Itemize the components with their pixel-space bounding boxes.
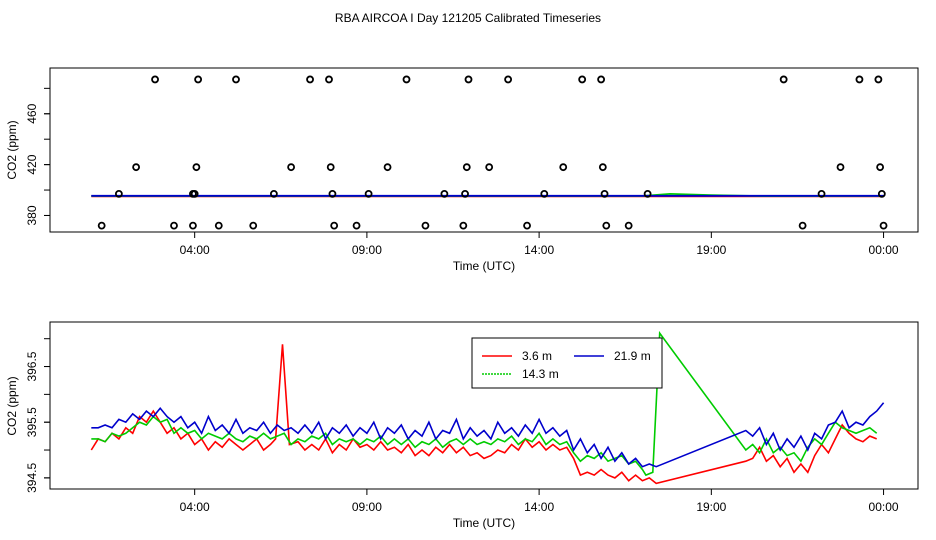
flag-point [402,75,411,84]
flag-point [578,75,587,84]
flag-point [798,221,807,230]
y-tick-label: 396.5 [25,351,39,381]
legend-label: 14.3 m [522,367,559,381]
flag-point [170,221,178,230]
top-panel-flag-scatter: 04:00 09:00 14:00 19:00 00:00 Time (UTC) 380 42… [5,67,919,273]
flag-point [192,163,201,172]
flag-point [877,189,886,198]
x-tick-label: 00:00 [869,243,899,257]
flag-point [421,221,430,230]
flag-point [151,75,159,84]
flag-point [190,189,199,198]
flag-point [97,221,106,230]
flag-point [879,221,888,230]
x-tick-label: 09:00 [352,500,382,514]
flag-point [214,221,223,230]
flag-point [287,163,296,172]
series-line-14-3-m [91,330,878,477]
y-tick-label: 380 [25,205,39,225]
figure-title: RBA AIRCOA I Day 121205 Calibrated Times… [335,11,601,25]
flag-point [461,189,469,198]
x-axis-label: Time (UTC) [453,516,515,530]
x-tick-label: 19:00 [696,243,726,257]
flag-point [836,163,845,172]
legend-label: 21.9 m [614,349,651,363]
flag-point [269,189,278,198]
flag-point [114,189,123,198]
flag-point [779,75,788,84]
flag-point [597,75,606,84]
flag-point [602,221,611,230]
flag-point [559,163,568,172]
data-layer [91,75,888,230]
data-layer [90,330,885,485]
x-tick-label: 19:00 [696,500,726,514]
flag-point [459,221,468,230]
flag-point [643,189,652,198]
flag-point [249,221,258,230]
x-axis-label: Time (UTC) [453,259,515,273]
bottom-panel-co2-lines: 04:00 09:00 14:00 19:00 00:00 Time (UTC) 394.5… [5,321,919,530]
plot-frame [49,67,919,233]
flag-point [504,75,513,84]
x-tick-label: 14:00 [524,243,554,257]
legend-label: 3.6 m [522,349,552,363]
x-tick-label: 14:00 [524,500,554,514]
flag-point [855,75,864,84]
flag-point [817,189,826,198]
flag-point [189,221,197,230]
flag-point [624,221,633,230]
flag-point [306,75,314,84]
y-tick-label: 460 [25,103,39,123]
flag-point [462,163,471,172]
flag-point [352,221,361,230]
series-line-3-6-m [90,344,878,485]
flag-point [598,163,607,172]
y-axis-label: CO2 (ppm) [5,120,19,179]
flag-point [325,75,333,84]
flag-point [876,163,885,172]
flag-point [232,75,240,84]
flag-point [383,163,392,172]
x-tick-label: 04:00 [180,243,210,257]
flag-point [523,221,531,230]
flag-point [874,75,883,84]
flag-point [328,189,337,198]
plot-frame [49,321,919,490]
flag-point [485,163,494,172]
flag-point [464,75,473,84]
x-tick-label: 00:00 [869,500,899,514]
flag-point [600,189,609,198]
series-line-21-9-m [91,402,885,468]
x-tick-label: 09:00 [352,243,382,257]
flag-point [194,75,203,84]
flag-point [326,163,335,172]
legend-box [471,337,663,389]
flag-point [132,163,141,172]
flag-point [330,221,339,230]
y-tick-label: 394.5 [25,463,39,493]
flag-point [440,189,449,198]
flag-point [540,189,549,198]
legend: 3.6 m 21.9 m 14.3 m [471,337,663,389]
flag-point [364,189,373,198]
y-axis-label: CO2 (ppm) [5,376,19,435]
y-tick-label: 395.5 [25,407,39,437]
y-tick-label: 420 [25,154,39,174]
x-tick-label: 04:00 [180,500,210,514]
